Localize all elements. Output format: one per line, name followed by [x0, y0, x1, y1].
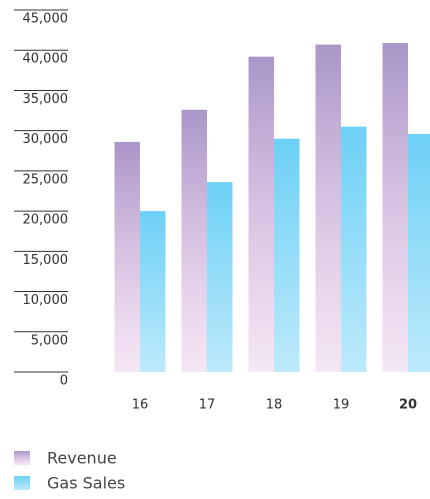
y-tick-label: 35,000 — [23, 92, 69, 107]
legend-label: Gas Sales — [47, 474, 125, 493]
bar — [341, 126, 367, 373]
bar — [140, 211, 166, 372]
y-tick-label: 45,000 — [23, 12, 69, 27]
legend-swatch — [14, 451, 30, 465]
bar — [274, 138, 300, 372]
bar — [207, 182, 233, 372]
y-tick-label: 0 — [60, 374, 68, 389]
y-tick-label: 20,000 — [23, 213, 69, 228]
x-tick-label: 19 — [333, 398, 350, 413]
y-tick-label: 10,000 — [23, 293, 69, 308]
bar — [248, 56, 274, 372]
x-tick-label: 17 — [199, 398, 216, 413]
x-tick-label: 16 — [132, 398, 149, 413]
bar — [408, 133, 430, 372]
y-tick-label: 30,000 — [23, 132, 69, 147]
bar — [315, 44, 341, 372]
legend-label: Revenue — [47, 449, 117, 468]
y-tick-label: 40,000 — [23, 52, 69, 67]
bar — [181, 109, 207, 373]
y-tick-label: 25,000 — [23, 172, 69, 187]
x-tick-label: 20 — [399, 398, 417, 413]
y-tick-label: 5,000 — [31, 333, 68, 348]
y-tick-label: 15,000 — [23, 253, 69, 268]
x-tick-label: 18 — [266, 398, 283, 413]
legend-swatch — [14, 476, 30, 490]
bar — [114, 141, 140, 372]
bar — [382, 42, 408, 372]
